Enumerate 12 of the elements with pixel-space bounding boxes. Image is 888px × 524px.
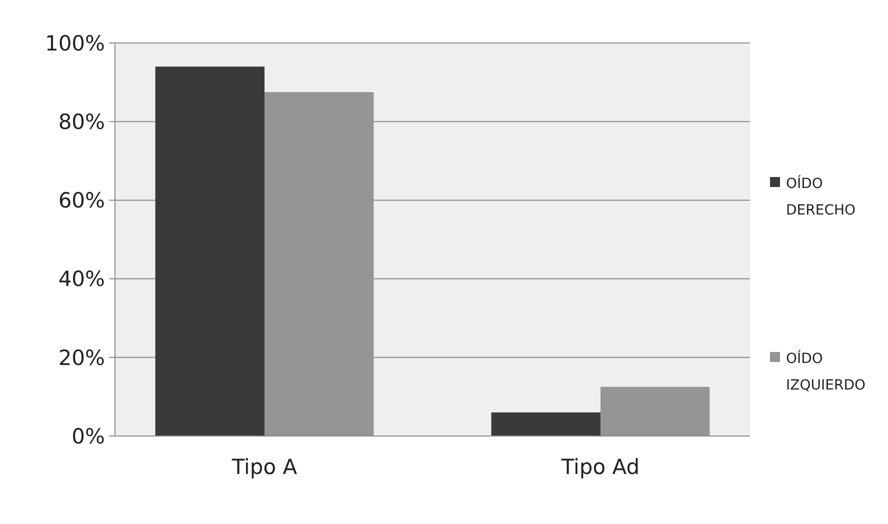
- bar: [491, 412, 600, 436]
- y-tick-label: 80%: [58, 110, 105, 134]
- y-tick-label: 100%: [44, 31, 105, 56]
- bar: [155, 66, 265, 436]
- y-tick-label: 0%: [72, 424, 105, 448]
- legend-label: OÍDO IZQUIERDO: [786, 350, 866, 394]
- y-tick-label: 60%: [58, 188, 105, 213]
- x-tick-label: Tipo A: [230, 455, 298, 479]
- y-tick-label: 20%: [58, 346, 105, 370]
- x-tick-label: Tipo Ad: [560, 455, 640, 479]
- y-tick-label: 40%: [58, 267, 105, 292]
- legend-label: OÍDO DERECHO: [786, 174, 856, 218]
